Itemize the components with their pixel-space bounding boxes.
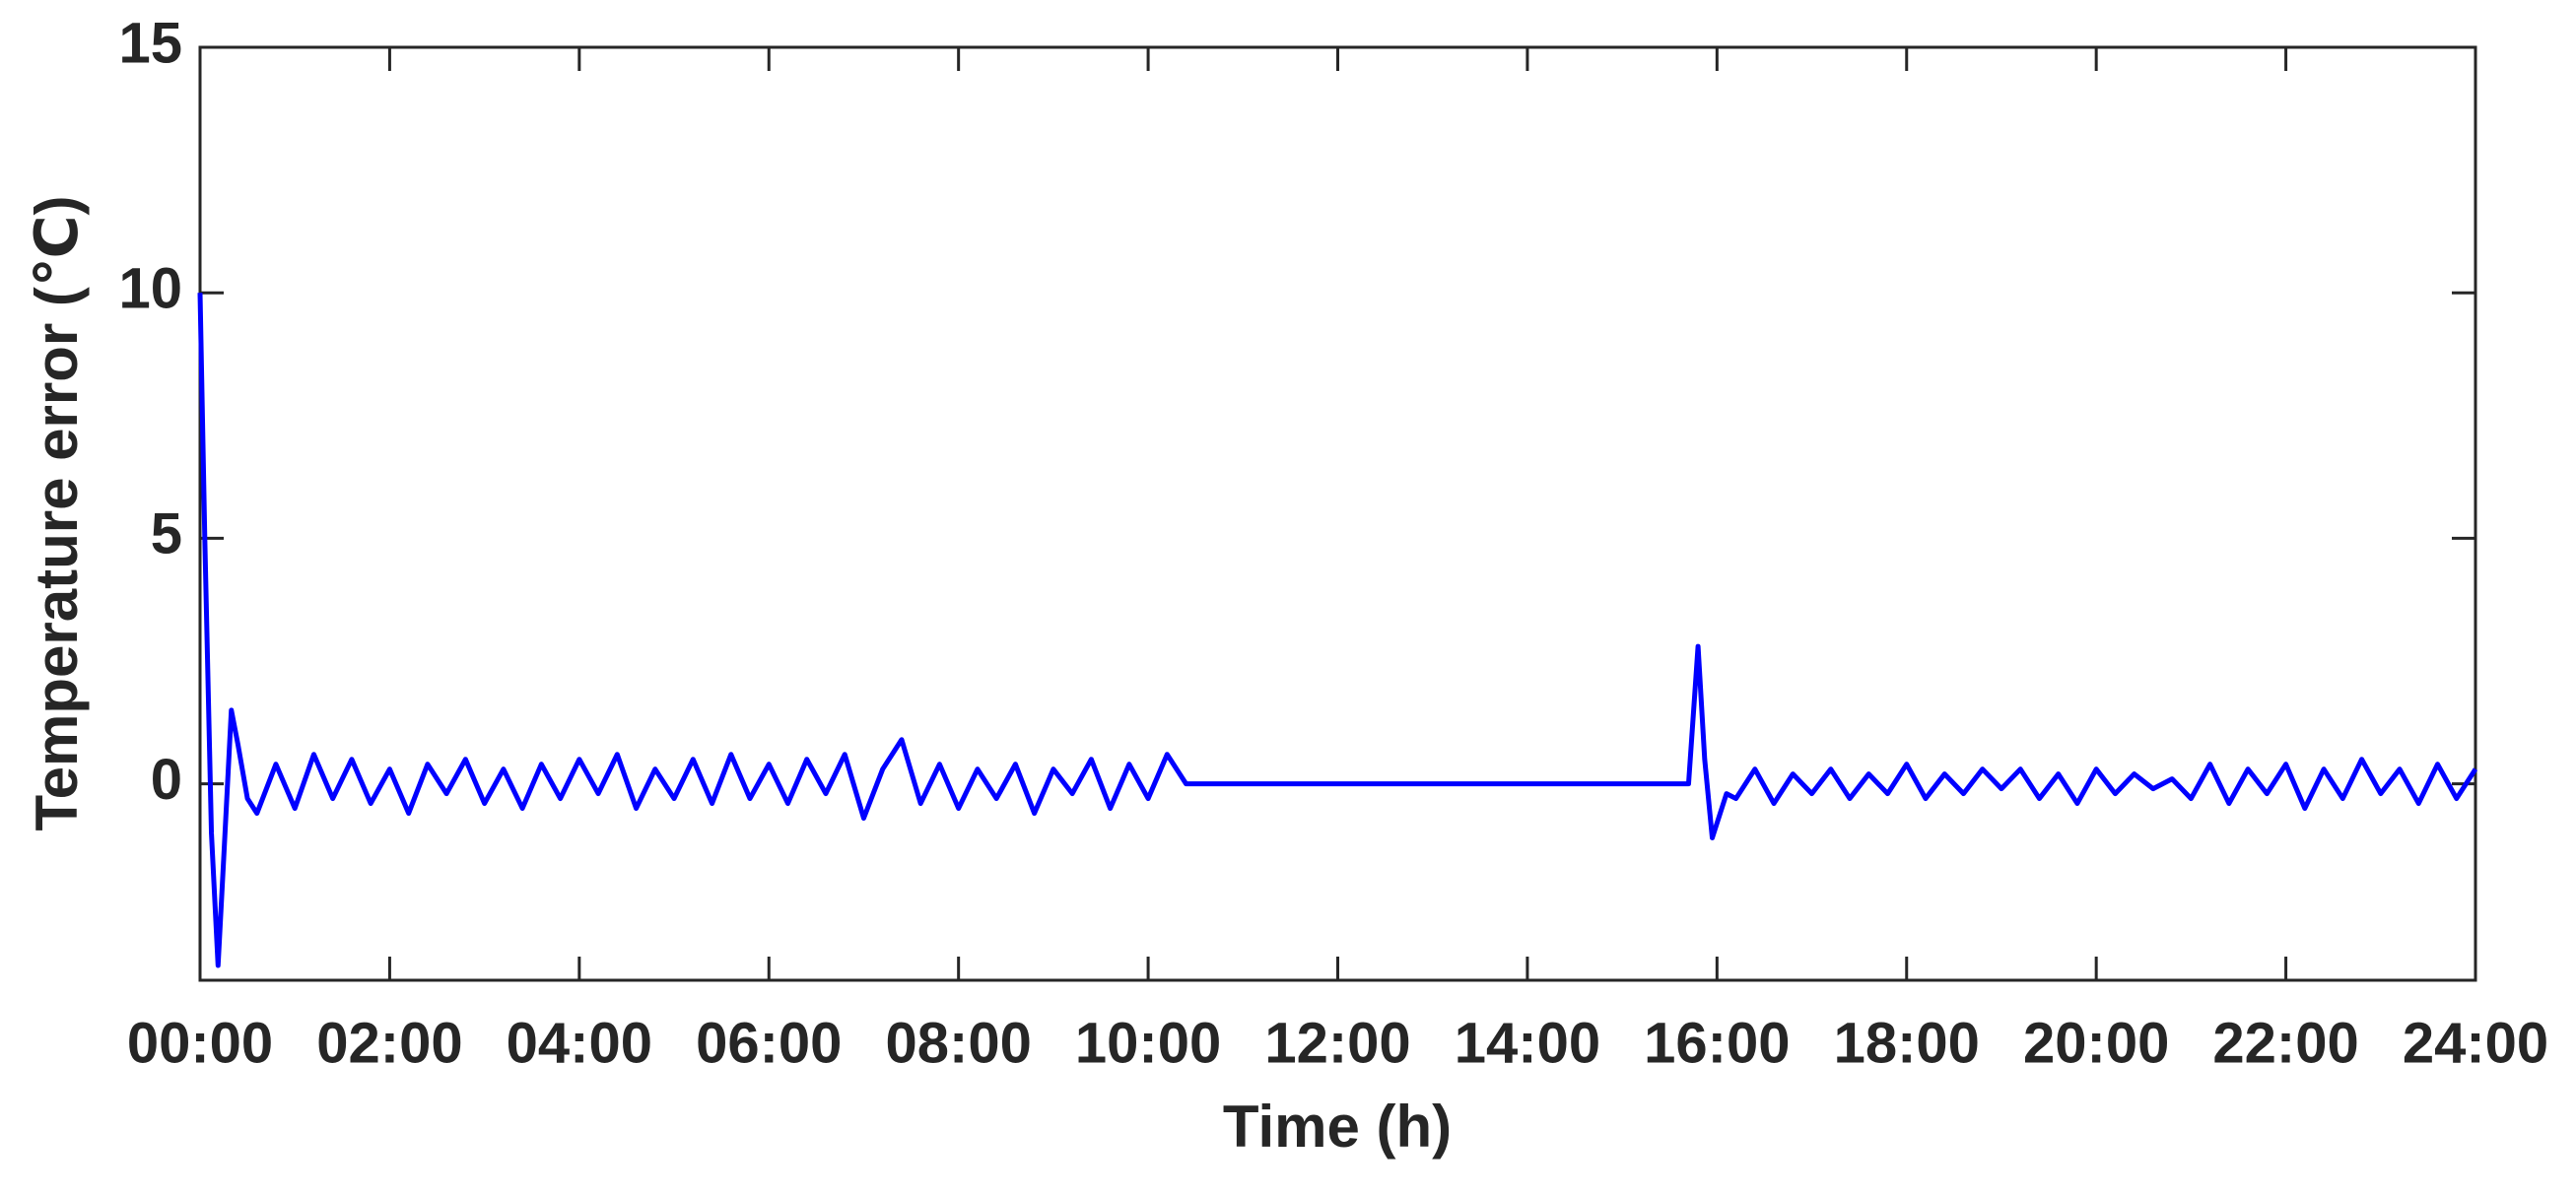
y-tick-label: 0 <box>151 748 182 812</box>
x-tick-label: 22:00 <box>2212 1011 2358 1075</box>
data-line <box>197 293 2478 968</box>
x-tick-label: 08:00 <box>885 1011 1031 1075</box>
x-tick-label: 24:00 <box>2403 1011 2548 1075</box>
x-tick-label: 04:00 <box>507 1011 652 1075</box>
x-tick-label: 06:00 <box>696 1011 842 1075</box>
x-tick-label: 14:00 <box>1455 1011 1600 1075</box>
x-tick-label: 20:00 <box>2023 1011 2169 1075</box>
y-axis-title: Temperature error (℃) <box>24 195 90 831</box>
y-tick-label: 15 <box>118 11 182 75</box>
x-tick-label: 02:00 <box>316 1011 462 1075</box>
x-axis-title: Time (h) <box>1223 1094 1452 1160</box>
x-tick-label: 12:00 <box>1264 1011 1410 1075</box>
y-tick-label: 10 <box>118 257 182 321</box>
x-tick-label: 16:00 <box>1644 1011 1790 1075</box>
x-tick-label: 18:00 <box>1834 1011 1980 1075</box>
x-tick-label: 10:00 <box>1075 1011 1221 1075</box>
plot-frame <box>198 45 2477 982</box>
y-tick-label: 5 <box>151 502 182 566</box>
x-tick-label: 00:00 <box>127 1011 273 1075</box>
